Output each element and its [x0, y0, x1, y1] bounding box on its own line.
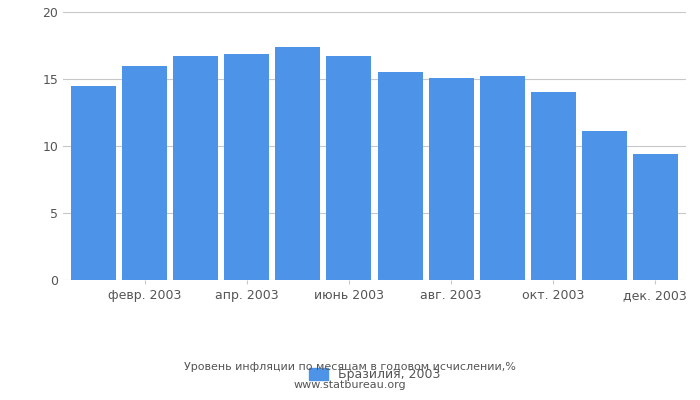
Bar [582, 131, 626, 280]
Bar [633, 154, 678, 280]
Bar [531, 92, 575, 280]
Bar [225, 54, 270, 280]
Bar [377, 72, 423, 280]
Bar [480, 76, 524, 280]
Legend: Бразилия, 2003: Бразилия, 2003 [304, 363, 445, 386]
Bar [122, 66, 167, 280]
Bar [326, 56, 372, 280]
Bar [275, 47, 321, 280]
Bar [428, 78, 474, 280]
Bar [174, 56, 218, 280]
Bar [71, 86, 116, 280]
Text: www.statbureau.org: www.statbureau.org [294, 380, 406, 390]
Text: Уровень инфляции по месяцам в годовом исчислении,%: Уровень инфляции по месяцам в годовом ис… [184, 362, 516, 372]
